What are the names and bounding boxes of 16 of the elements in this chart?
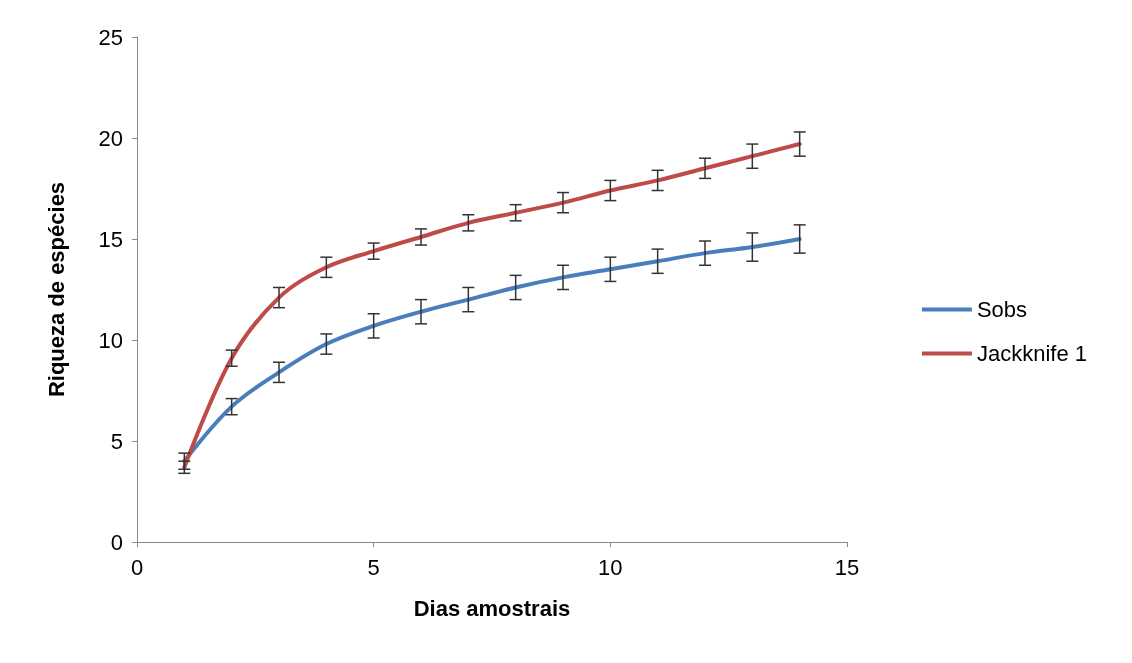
line-series [182, 142, 802, 470]
x-tick-label: 0 [130, 554, 144, 580]
y-tick-label: 0 [110, 529, 123, 555]
x-tick-label: 15 [834, 554, 860, 580]
line-series [182, 237, 802, 464]
x-tick-label: 5 [367, 554, 380, 580]
y-tick-label: 25 [98, 24, 123, 50]
legend-label: Jackknife 1 [976, 341, 1088, 366]
legend-label: Sobs [976, 297, 1028, 322]
y-axis-title: Riqueza de espécies [43, 181, 69, 398]
x-axis-title: Dias amostrais [413, 595, 571, 621]
y-tick-label: 10 [98, 327, 123, 353]
y-tick-label: 15 [98, 226, 123, 252]
y-tick-label: 20 [98, 125, 123, 151]
y-tick-label: 5 [110, 428, 123, 454]
x-tick-label: 10 [598, 554, 623, 580]
